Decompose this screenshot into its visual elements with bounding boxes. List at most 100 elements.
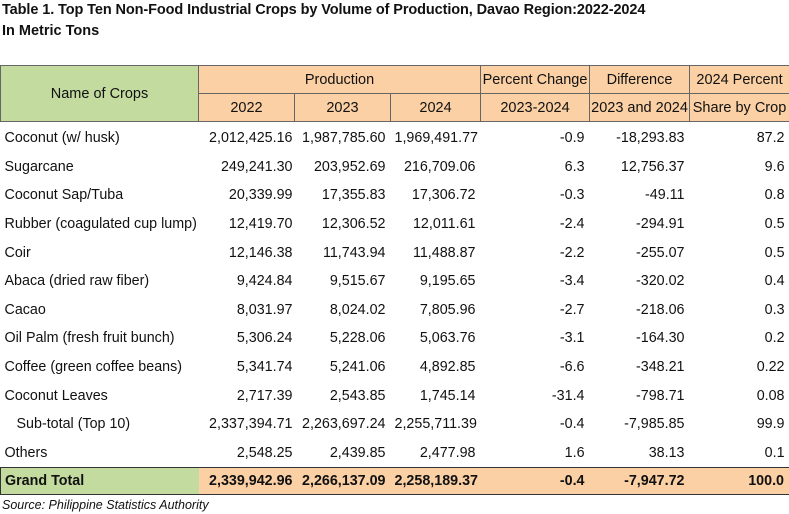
header-share-by-crop: Share by Crop (689, 93, 789, 122)
cell-difference: -7,985.85 (624, 416, 685, 433)
header-difference: Difference (589, 65, 691, 94)
source-note: Source: Philippine Statistics Authority (2, 498, 209, 512)
cell-value-2024: 7,805.96 (419, 301, 476, 318)
table-row: Oil Palm (fresh fruit bunch) 5,306.24 5,22… (1, 324, 789, 353)
grand-total-2023: 2,266,137.09 (294, 467, 391, 496)
cell-share: 0.5 (764, 216, 785, 233)
cell-value-2023: 2,439.85 (329, 444, 386, 461)
cell-percent-change: -2.2 (559, 244, 585, 261)
cell-value-2023: 9,515.67 (329, 273, 386, 290)
cell-percent-change: -0.9 (559, 130, 585, 147)
cell-share: 87.2 (756, 130, 785, 147)
cell-value-2023: 17,355.83 (321, 187, 386, 204)
cell-value-2022: 12,419.70 (228, 216, 293, 233)
cell-difference: 12,756.37 (620, 158, 685, 175)
cell-percent-change: -31.4 (551, 387, 585, 404)
table-header: Name of Crops Production Percent Change … (0, 65, 789, 122)
cell-percent-change: -3.4 (559, 273, 585, 290)
cell-share: 0.08 (756, 387, 785, 404)
cell-share: 99.9 (756, 416, 785, 433)
header-2024: 2024 (389, 93, 482, 122)
cell-share: 0.22 (756, 359, 785, 376)
cell-value-2024: 17,306.72 (411, 187, 476, 204)
cell-value-2023: 12,306.52 (321, 216, 386, 233)
table-row: Coconut (w/ husk) 2,012,425.16 1,987,785.6… (1, 122, 789, 153)
grand-total-difference: -7,947.72 (589, 467, 690, 496)
cell-value-2024: 11,488.87 (412, 244, 476, 261)
grand-total-share: 100.0 (689, 467, 789, 496)
cell-value-2024: 1,745.14 (419, 387, 476, 404)
cell-crop-name: Coconut Sap/Tuba (4, 187, 124, 204)
cell-crop-name: Others (4, 444, 48, 461)
cell-value-2024: 216,709.06 (403, 158, 476, 175)
cell-percent-change: -3.1 (559, 330, 585, 347)
cell-value-2023: 11,743.94 (322, 244, 386, 261)
header-production: Production (197, 65, 482, 94)
cell-value-2022: 2,548.25 (236, 444, 293, 461)
cell-share: 0.3 (764, 301, 785, 318)
grand-total-percent-change: -0.4 (480, 467, 590, 496)
cell-difference: -218.06 (636, 301, 685, 318)
cell-percent-change: -6.6 (559, 359, 585, 376)
cell-value-2023: 1,987,785.60 (302, 130, 386, 147)
header-share: 2024 Percent (689, 65, 789, 94)
cell-value-2022: 5,341.74 (236, 359, 293, 376)
cell-crop-name: Abaca (dried raw fiber) (4, 273, 150, 290)
cell-value-2023: 2,543.85 (329, 387, 386, 404)
cell-crop-name: Coir (4, 244, 31, 261)
cell-share: 0.2 (764, 330, 785, 347)
cell-value-2024: 12,011.61 (412, 216, 476, 233)
cell-value-2024: 9,195.65 (419, 273, 476, 290)
table-row: Coir 12,146.38 11,743.94 11,488.87 -2.2 -255.… (1, 238, 789, 267)
table-row: Coconut Sap/Tuba 20,339.99 17,355.83 17,306… (1, 181, 789, 210)
cell-difference: -294.91 (636, 216, 685, 233)
cell-crop-name: Cacao (4, 301, 46, 318)
cell-difference: -798.71 (636, 387, 685, 404)
cell-difference: -18,293.83 (616, 130, 685, 147)
table-row: Rubber (coagulated cup lump) 12,419.70 12,… (1, 210, 789, 239)
table-row: Coconut Leaves 2,717.39 2,543.85 1,745.14 -3… (1, 381, 789, 410)
cell-share: 0.4 (764, 273, 785, 290)
cell-value-2023: 2,263,697.24 (302, 416, 386, 433)
grand-total-2024: 2,258,189.37 (390, 467, 481, 496)
cell-value-2022: 9,424.84 (236, 273, 293, 290)
crops-table: Name of Crops Production Percent Change … (0, 65, 789, 496)
grand-total-row: Grand Total 2,339,942.96 2,266,137.09 2,… (0, 467, 789, 496)
cell-value-2024: 2,255,711.39 (394, 416, 477, 433)
cell-difference: -255.07 (636, 244, 685, 261)
header-percent-change: Percent Change (480, 65, 591, 94)
cell-value-2023: 8,024.02 (329, 301, 386, 318)
table-row: Sub-total (Top 10) 2,337,394.71 2,263,697.… (1, 410, 789, 439)
cell-share: 0.1 (764, 444, 785, 461)
table-title: Table 1. Top Ten Non-Food Industrial Cro… (2, 2, 646, 18)
cell-value-2022: 2,012,425.16 (209, 130, 293, 147)
cell-value-2022: 20,339.99 (228, 187, 293, 204)
cell-difference: -49.11 (645, 187, 685, 204)
table-body: Coconut (w/ husk) 2,012,425.16 1,987,785.6… (1, 122, 789, 468)
cell-difference: -320.02 (636, 273, 685, 290)
cell-share: 0.8 (764, 187, 785, 204)
table-row: Cacao 8,031.97 8,024.02 7,805.96 -2.7 -218.06… (1, 296, 789, 325)
cell-difference: -164.30 (636, 330, 685, 347)
header-name-of-crops: Name of Crops (0, 65, 199, 122)
table-row: Others 2,548.25 2,439.85 2,477.98 1.6 38.13 0.… (1, 439, 789, 468)
cell-difference: 38.13 (648, 444, 685, 461)
cell-value-2022: 249,241.30 (220, 158, 293, 175)
table-row: Abaca (dried raw fiber) 9,424.84 9,515.67 9… (1, 267, 789, 296)
table-subtitle: In Metric Tons (2, 23, 100, 39)
cell-crop-name: Rubber (coagulated cup lump) (4, 216, 197, 233)
cell-difference: -348.21 (636, 359, 685, 376)
cell-share: 9.6 (764, 158, 785, 175)
cell-value-2024: 4,892.85 (419, 359, 476, 376)
cell-percent-change: -0.4 (559, 416, 585, 433)
cell-value-2022: 2,717.39 (236, 387, 293, 404)
header-2023: 2023 (294, 93, 391, 122)
cell-crop-name: Coconut Leaves (4, 387, 108, 404)
cell-value-2022: 2,337,394.71 (209, 416, 293, 433)
cell-value-2023: 203,952.69 (313, 158, 386, 175)
cell-value-2024: 2,477.98 (419, 444, 476, 461)
cell-value-2022: 12,146.38 (228, 244, 293, 261)
table-row: Sugarcane 249,241.30 203,952.69 216,709.06 6… (1, 153, 789, 182)
cell-percent-change: -2.4 (559, 216, 585, 233)
cell-value-2023: 5,241.06 (329, 359, 386, 376)
